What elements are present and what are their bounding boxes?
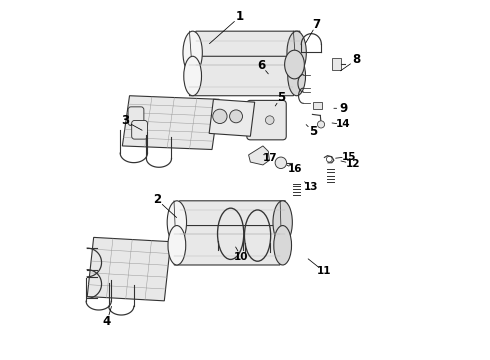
Ellipse shape xyxy=(183,31,202,74)
Polygon shape xyxy=(190,31,300,74)
Text: 5: 5 xyxy=(309,125,317,138)
Text: 14: 14 xyxy=(336,120,351,129)
FancyBboxPatch shape xyxy=(313,102,322,109)
FancyBboxPatch shape xyxy=(132,121,147,139)
Polygon shape xyxy=(248,146,270,165)
Ellipse shape xyxy=(274,226,292,265)
Text: 15: 15 xyxy=(342,152,356,162)
Text: 1: 1 xyxy=(236,10,244,23)
Ellipse shape xyxy=(168,226,186,265)
Text: 10: 10 xyxy=(234,252,248,262)
Text: 7: 7 xyxy=(313,18,321,31)
Polygon shape xyxy=(87,237,171,301)
Text: 2: 2 xyxy=(153,193,161,206)
Polygon shape xyxy=(190,56,300,96)
Circle shape xyxy=(230,110,243,123)
Ellipse shape xyxy=(184,56,201,96)
Ellipse shape xyxy=(287,31,306,74)
Circle shape xyxy=(318,121,324,128)
Text: 17: 17 xyxy=(263,153,277,163)
Text: 5: 5 xyxy=(277,91,285,104)
Text: 11: 11 xyxy=(317,266,331,276)
Text: 13: 13 xyxy=(304,182,319,192)
Ellipse shape xyxy=(273,201,293,244)
FancyBboxPatch shape xyxy=(247,100,286,140)
Circle shape xyxy=(275,157,287,168)
Text: 8: 8 xyxy=(352,53,360,66)
Ellipse shape xyxy=(288,56,306,96)
Polygon shape xyxy=(209,99,255,136)
Text: 3: 3 xyxy=(121,114,129,127)
Text: 16: 16 xyxy=(288,164,302,174)
Text: 9: 9 xyxy=(340,102,348,115)
FancyBboxPatch shape xyxy=(128,107,144,126)
Circle shape xyxy=(213,109,227,123)
FancyBboxPatch shape xyxy=(332,58,342,70)
Ellipse shape xyxy=(285,50,304,79)
Text: 4: 4 xyxy=(103,315,111,328)
Polygon shape xyxy=(122,96,219,149)
Circle shape xyxy=(266,116,274,125)
Polygon shape xyxy=(174,201,285,244)
Text: 6: 6 xyxy=(257,59,265,72)
Polygon shape xyxy=(174,226,285,265)
Ellipse shape xyxy=(167,201,187,244)
Text: 12: 12 xyxy=(345,159,360,169)
